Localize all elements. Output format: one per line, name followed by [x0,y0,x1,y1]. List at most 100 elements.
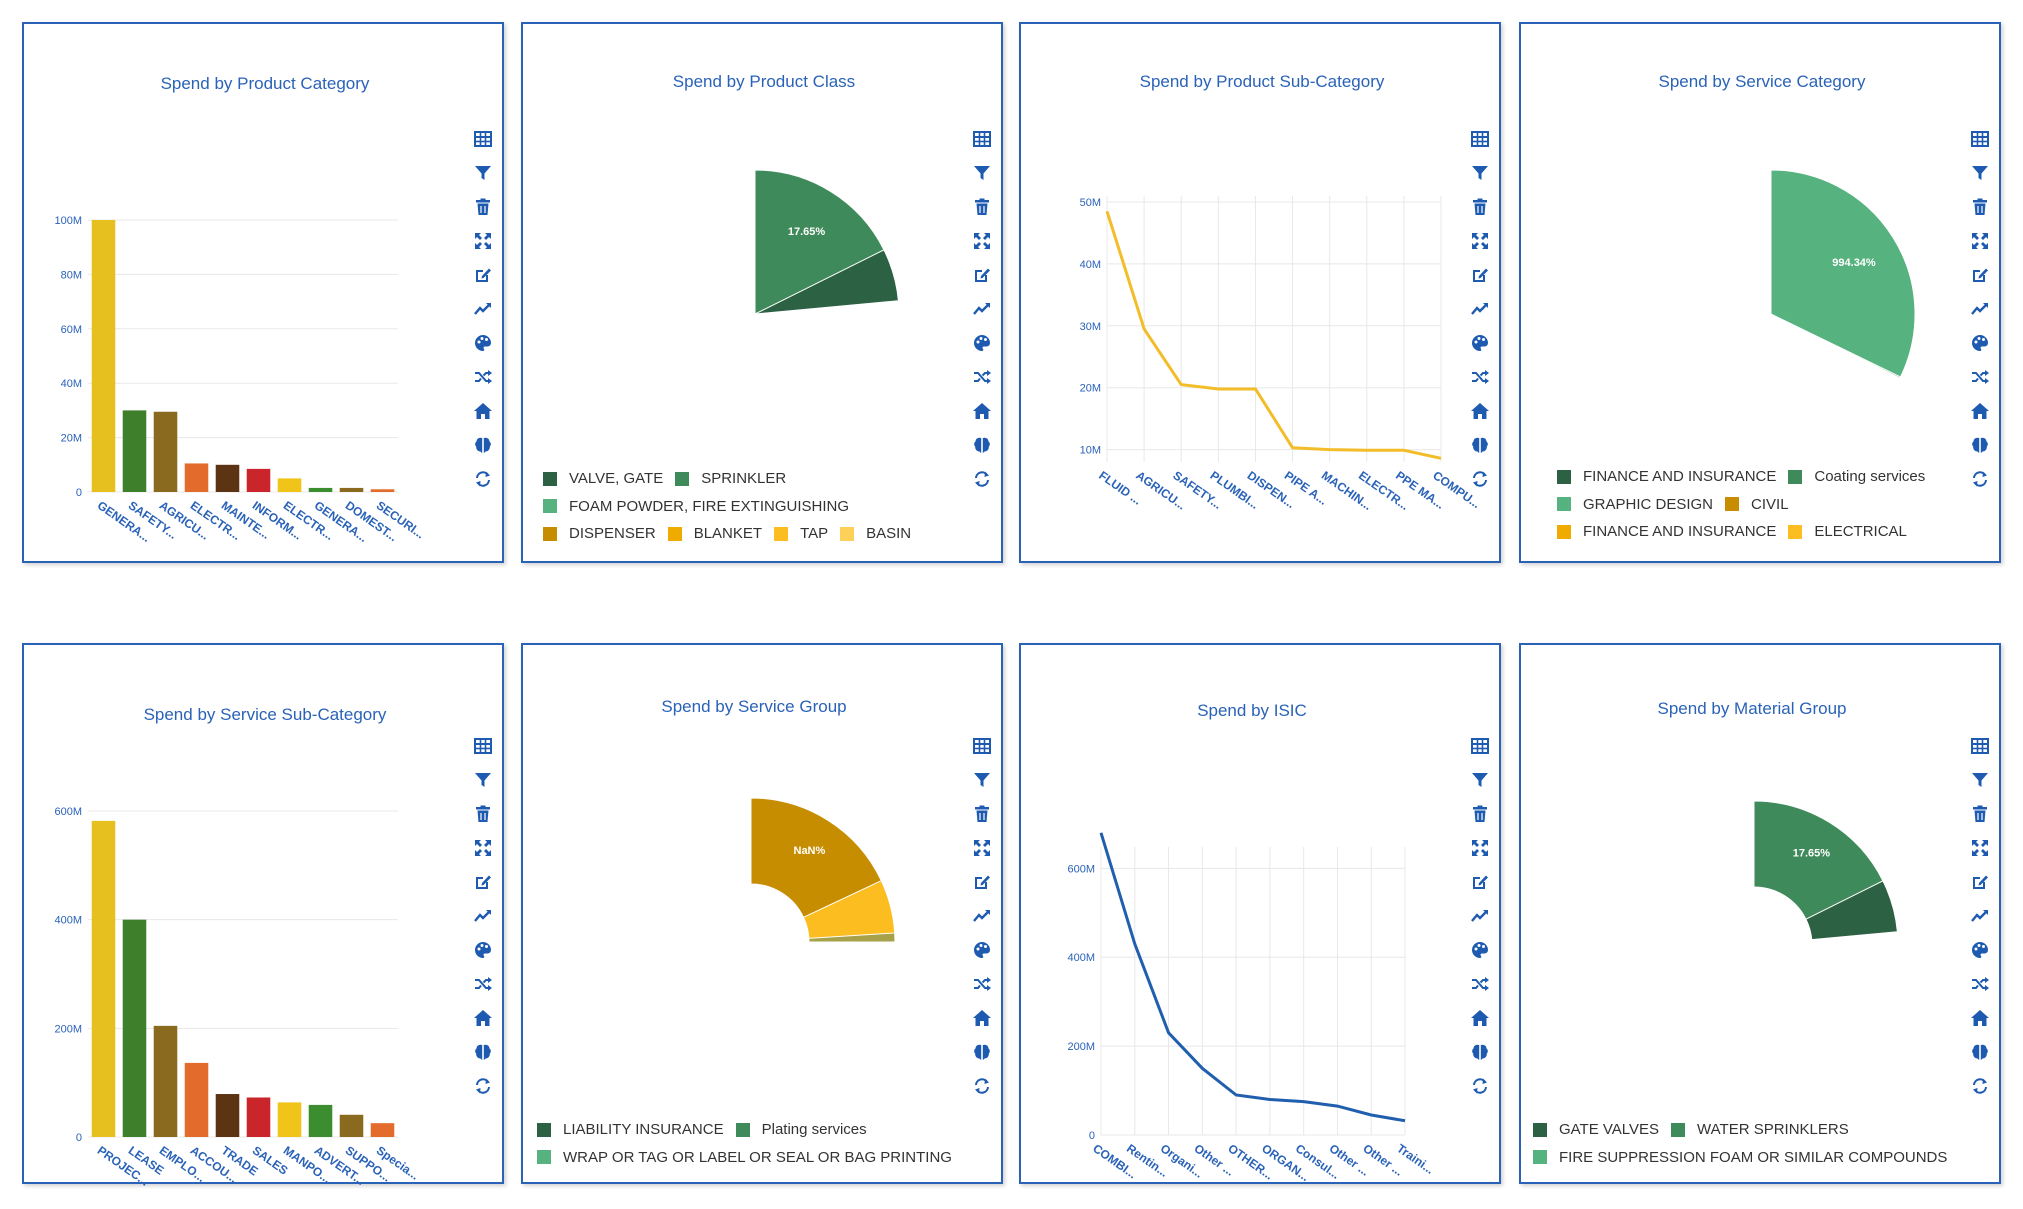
home-icon[interactable] [967,394,997,428]
filter-icon[interactable] [1965,763,1995,797]
filter-icon[interactable] [468,156,498,190]
refresh-icon[interactable] [967,462,997,496]
legend-item[interactable]: GATE VALVES [1533,1117,1659,1142]
expand-icon[interactable] [1465,224,1495,258]
edit-icon[interactable] [1965,258,1995,292]
table-icon[interactable] [468,729,498,763]
expand-icon[interactable] [967,831,997,865]
trend-icon[interactable] [967,899,997,933]
refresh-icon[interactable] [468,462,498,496]
trash-icon[interactable] [1965,190,1995,224]
legend-item[interactable]: VALVE, GATE [543,466,663,491]
expand-icon[interactable] [967,224,997,258]
legend-item[interactable]: CIVIL [1725,492,1789,517]
trend-icon[interactable] [1965,899,1995,933]
legend-item[interactable]: ELECTRICAL [1788,519,1907,544]
refresh-icon[interactable] [468,1069,498,1103]
brain-icon[interactable] [967,1035,997,1069]
edit-icon[interactable] [468,258,498,292]
filter-icon[interactable] [1465,763,1495,797]
table-icon[interactable] [1965,122,1995,156]
table-icon[interactable] [1965,729,1995,763]
edit-icon[interactable] [1465,865,1495,899]
trash-icon[interactable] [1465,797,1495,831]
refresh-icon[interactable] [1465,462,1495,496]
filter-icon[interactable] [1465,156,1495,190]
legend-item[interactable]: FIRE SUPPRESSION FOAM OR SIMILAR COMPOUN… [1533,1145,1947,1170]
palette-icon[interactable] [468,933,498,967]
palette-icon[interactable] [1965,933,1995,967]
table-icon[interactable] [967,729,997,763]
home-icon[interactable] [967,1001,997,1035]
filter-icon[interactable] [1965,156,1995,190]
brain-icon[interactable] [1465,428,1495,462]
legend-item[interactable]: Plating services [735,1117,867,1142]
legend-item[interactable]: SPRINKLER [675,466,786,491]
legend-item[interactable]: DISPENSER [543,521,656,546]
brain-icon[interactable] [1965,428,1995,462]
trash-icon[interactable] [468,797,498,831]
brain-icon[interactable] [1465,1035,1495,1069]
expand-icon[interactable] [1965,831,1995,865]
expand-icon[interactable] [468,831,498,865]
legend-item[interactable]: FINANCE AND INSURANCE [1557,464,1776,489]
legend-item[interactable]: LIABILITY INSURANCE [537,1117,724,1142]
palette-icon[interactable] [1465,933,1495,967]
edit-icon[interactable] [1465,258,1495,292]
palette-icon[interactable] [1965,326,1995,360]
expand-icon[interactable] [1965,224,1995,258]
home-icon[interactable] [1965,1001,1995,1035]
trend-icon[interactable] [967,292,997,326]
legend-item[interactable]: Coating services [1788,464,1925,489]
expand-icon[interactable] [1465,831,1495,865]
shuffle-icon[interactable] [1465,967,1495,1001]
shuffle-icon[interactable] [967,967,997,1001]
filter-icon[interactable] [967,763,997,797]
legend-item[interactable]: FINANCE AND INSURANCE [1557,519,1776,544]
shuffle-icon[interactable] [1965,967,1995,1001]
legend-item[interactable]: TAP [774,521,828,546]
shuffle-icon[interactable] [468,360,498,394]
brain-icon[interactable] [468,1035,498,1069]
edit-icon[interactable] [967,865,997,899]
palette-icon[interactable] [1465,326,1495,360]
legend-item[interactable]: WATER SPRINKLERS [1671,1117,1849,1142]
legend-item[interactable]: GRAPHIC DESIGN [1557,492,1713,517]
trend-icon[interactable] [1465,899,1495,933]
home-icon[interactable] [468,394,498,428]
refresh-icon[interactable] [1465,1069,1495,1103]
table-icon[interactable] [468,122,498,156]
table-icon[interactable] [1465,122,1495,156]
edit-icon[interactable] [1965,865,1995,899]
home-icon[interactable] [1465,394,1495,428]
refresh-icon[interactable] [967,1069,997,1103]
trash-icon[interactable] [468,190,498,224]
legend-item[interactable]: WRAP OR TAG OR LABEL OR SEAL OR BAG PRIN… [537,1145,952,1170]
brain-icon[interactable] [1965,1035,1995,1069]
legend-item[interactable]: BASIN [840,521,911,546]
refresh-icon[interactable] [1965,462,1995,496]
shuffle-icon[interactable] [1465,360,1495,394]
shuffle-icon[interactable] [967,360,997,394]
legend-item[interactable]: FOAM POWDER, FIRE EXTINGUISHING [543,494,849,519]
home-icon[interactable] [1965,394,1995,428]
trash-icon[interactable] [1965,797,1995,831]
palette-icon[interactable] [967,933,997,967]
home-icon[interactable] [468,1001,498,1035]
brain-icon[interactable] [468,428,498,462]
filter-icon[interactable] [468,763,498,797]
edit-icon[interactable] [468,865,498,899]
table-icon[interactable] [1465,729,1495,763]
trend-icon[interactable] [1465,292,1495,326]
brain-icon[interactable] [967,428,997,462]
refresh-icon[interactable] [1965,1069,1995,1103]
trend-icon[interactable] [1965,292,1995,326]
shuffle-icon[interactable] [468,967,498,1001]
filter-icon[interactable] [967,156,997,190]
trash-icon[interactable] [967,190,997,224]
expand-icon[interactable] [468,224,498,258]
shuffle-icon[interactable] [1965,360,1995,394]
legend-item[interactable]: BLANKET [667,521,762,546]
home-icon[interactable] [1465,1001,1495,1035]
palette-icon[interactable] [967,326,997,360]
